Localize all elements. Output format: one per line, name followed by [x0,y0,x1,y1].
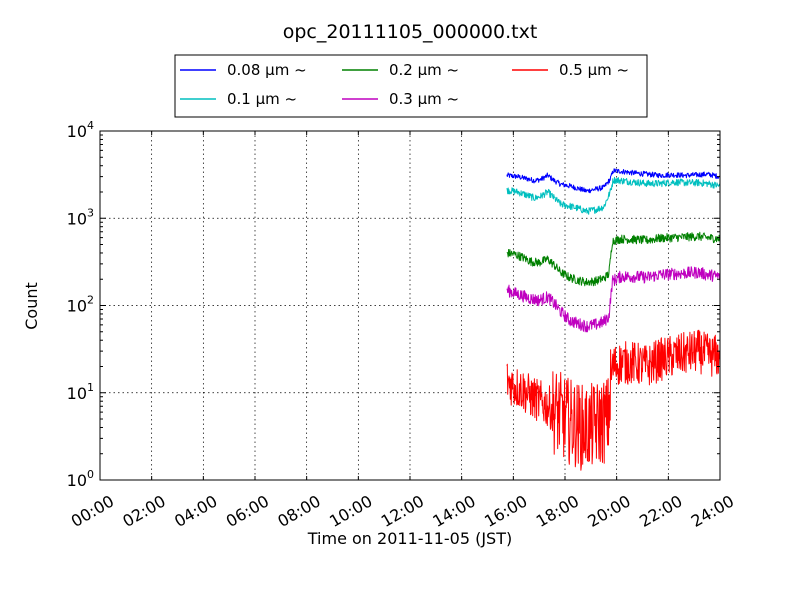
series-group [506,168,721,471]
series-line [506,266,721,333]
x-axis-label: Time on 2011-11-05 (JST) [307,529,512,548]
legend-box [174,54,648,118]
legend-label: 0.1 μm ~ [227,90,297,108]
legend-label: 0.08 μm ~ [227,61,307,79]
legend: 0.08 μm ~ 0.1 μm ~ 0.2 μm ~ 0.3 μm ~ 0.5 μm … [174,54,648,118]
chart-title: opc_20111105_000000.txt [283,21,538,43]
series-line [506,231,721,287]
y-tick-label: 103 [67,206,94,228]
legend-label: 0.3 μm ~ [389,90,459,108]
y-axis-label: Count [22,282,41,330]
y-tick-label: 102 [67,294,94,316]
series-line [506,176,721,215]
legend-label: 0.2 μm ~ [389,61,459,79]
legend-label: 0.5 μm ~ [559,61,629,79]
plot-area [100,131,720,480]
y-tick-label: 104 [67,119,94,141]
series-line [506,168,721,194]
y-tick-label: 101 [67,381,94,403]
ticks [99,130,721,481]
y-tick-labels: 100 101 102 103 104 [67,119,94,490]
series-line [506,329,721,471]
y-tick-label: 100 [67,468,94,490]
